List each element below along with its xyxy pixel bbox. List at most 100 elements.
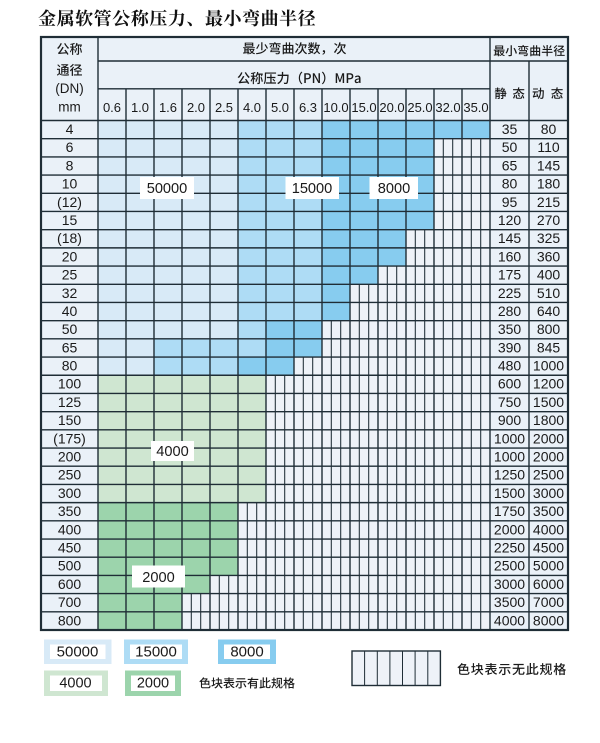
svg-text:145: 145 [537, 157, 561, 173]
svg-text:95: 95 [502, 194, 518, 210]
svg-text:(DN): (DN) [55, 81, 84, 96]
svg-text:8: 8 [66, 157, 74, 173]
svg-text:1500: 1500 [533, 394, 564, 410]
svg-text:1500: 1500 [494, 485, 525, 501]
svg-text:2500: 2500 [494, 558, 525, 574]
svg-text:10: 10 [62, 176, 78, 192]
svg-text:0.6: 0.6 [103, 100, 121, 115]
svg-text:350: 350 [498, 321, 522, 337]
svg-text:(12): (12) [57, 194, 82, 210]
svg-text:800: 800 [537, 321, 561, 337]
svg-text:50: 50 [62, 321, 78, 337]
svg-text:4000: 4000 [533, 521, 564, 537]
svg-text:250: 250 [58, 467, 82, 483]
svg-text:8000: 8000 [533, 612, 564, 628]
svg-text:3500: 3500 [494, 594, 525, 610]
svg-text:1800: 1800 [533, 412, 564, 428]
svg-text:15000: 15000 [135, 644, 177, 661]
svg-text:2000: 2000 [494, 521, 525, 537]
svg-text:1000: 1000 [533, 358, 564, 374]
svg-text:1000: 1000 [494, 449, 525, 465]
svg-text:65: 65 [62, 339, 78, 355]
svg-text:300: 300 [58, 485, 82, 501]
svg-text:2.5: 2.5 [215, 100, 233, 115]
svg-text:(18): (18) [57, 230, 82, 246]
svg-text:400: 400 [58, 521, 82, 537]
svg-text:1.6: 1.6 [159, 100, 177, 115]
svg-text:25: 25 [62, 267, 78, 283]
svg-text:350: 350 [58, 503, 82, 519]
svg-text:5.0: 5.0 [271, 100, 289, 115]
svg-text:20.0: 20.0 [379, 100, 404, 115]
svg-text:8000: 8000 [230, 644, 263, 661]
svg-text:600: 600 [58, 576, 82, 592]
svg-text:325: 325 [537, 230, 561, 246]
svg-text:2000: 2000 [137, 676, 169, 692]
svg-text:40: 40 [62, 303, 78, 319]
svg-text:640: 640 [537, 303, 561, 319]
svg-text:700: 700 [58, 594, 82, 610]
svg-text:6: 6 [66, 139, 74, 155]
svg-text:32.0: 32.0 [435, 100, 460, 115]
svg-text:1000: 1000 [494, 430, 525, 446]
svg-text:80: 80 [502, 176, 518, 192]
svg-text:15: 15 [62, 212, 78, 228]
svg-text:110: 110 [537, 139, 560, 155]
svg-text:160: 160 [498, 248, 522, 264]
svg-text:3500: 3500 [533, 503, 564, 519]
svg-text:80: 80 [62, 358, 78, 374]
svg-text:175: 175 [498, 267, 522, 283]
svg-text:750: 750 [498, 394, 522, 410]
svg-text:200: 200 [58, 449, 82, 465]
svg-text:15000: 15000 [292, 181, 333, 197]
svg-text:50000: 50000 [57, 644, 99, 661]
svg-text:8000: 8000 [378, 181, 410, 197]
svg-text:mm: mm [58, 100, 81, 115]
svg-text:225: 225 [498, 285, 522, 301]
svg-text:450: 450 [58, 540, 82, 556]
svg-text:510: 510 [537, 285, 561, 301]
svg-text:15.0: 15.0 [351, 100, 376, 115]
svg-text:280: 280 [498, 303, 522, 319]
svg-text:120: 120 [498, 212, 522, 228]
svg-text:32: 32 [62, 285, 78, 301]
svg-text:2000: 2000 [533, 430, 564, 446]
svg-text:25.0: 25.0 [407, 100, 432, 115]
svg-text:900: 900 [498, 412, 522, 428]
svg-text:6.3: 6.3 [299, 100, 317, 115]
svg-text:3000: 3000 [494, 576, 525, 592]
svg-text:845: 845 [537, 339, 561, 355]
svg-text:145: 145 [498, 230, 522, 246]
svg-text:2250: 2250 [494, 540, 525, 556]
svg-text:35: 35 [502, 121, 518, 137]
svg-text:4500: 4500 [533, 540, 564, 556]
svg-text:10.0: 10.0 [323, 100, 348, 115]
svg-text:50000: 50000 [147, 181, 188, 197]
svg-text:180: 180 [537, 176, 561, 192]
svg-text:3000: 3000 [533, 485, 564, 501]
svg-text:50: 50 [502, 139, 518, 155]
svg-text:80: 80 [541, 121, 557, 137]
svg-text:480: 480 [498, 358, 522, 374]
svg-text:7000: 7000 [533, 594, 564, 610]
svg-text:1750: 1750 [494, 503, 525, 519]
svg-text:2500: 2500 [533, 467, 564, 483]
svg-text:390: 390 [498, 339, 522, 355]
svg-text:(175): (175) [53, 430, 86, 446]
svg-text:2000: 2000 [142, 570, 174, 586]
svg-text:150: 150 [58, 412, 82, 428]
svg-text:2000: 2000 [533, 449, 564, 465]
svg-text:1.0: 1.0 [131, 100, 149, 115]
svg-text:500: 500 [58, 558, 82, 574]
svg-text:4000: 4000 [494, 612, 525, 628]
svg-text:125: 125 [58, 394, 82, 410]
svg-text:6000: 6000 [533, 576, 564, 592]
svg-text:4: 4 [66, 121, 74, 137]
svg-text:1200: 1200 [533, 376, 564, 392]
svg-text:2.0: 2.0 [187, 100, 205, 115]
svg-text:5000: 5000 [533, 558, 564, 574]
svg-text:360: 360 [537, 248, 561, 264]
svg-text:1250: 1250 [494, 467, 525, 483]
svg-text:400: 400 [537, 267, 561, 283]
svg-text:270: 270 [537, 212, 561, 228]
